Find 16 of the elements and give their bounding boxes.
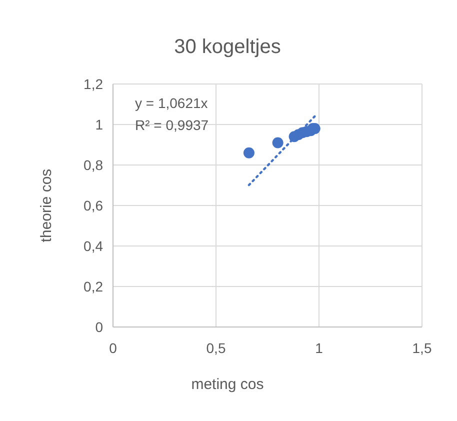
y-tick-label: 0,8: [84, 156, 104, 173]
y-tick-label: 0,6: [84, 197, 104, 214]
chart-title: 30 kogeltjes: [174, 36, 281, 58]
y-tick-label: 0,2: [84, 278, 104, 294]
x-axis-title: meting cos: [191, 376, 264, 393]
x-tick-label: 1,5: [412, 340, 432, 356]
y-tick-label: 1: [95, 116, 104, 132]
y-tick-label: 1,2: [84, 76, 104, 92]
y-tick-label: 0,4: [84, 238, 104, 254]
y-axis-title: theorie cos: [38, 168, 55, 242]
x-tick-label: 0,5: [206, 340, 226, 356]
y-tick-label: 0: [95, 318, 104, 335]
x-tick-label: 1: [315, 340, 324, 356]
annotation: R² = 0,9937: [135, 117, 209, 133]
annotation: y = 1,0621x: [135, 95, 208, 111]
x-tick-label: 0: [109, 340, 118, 356]
